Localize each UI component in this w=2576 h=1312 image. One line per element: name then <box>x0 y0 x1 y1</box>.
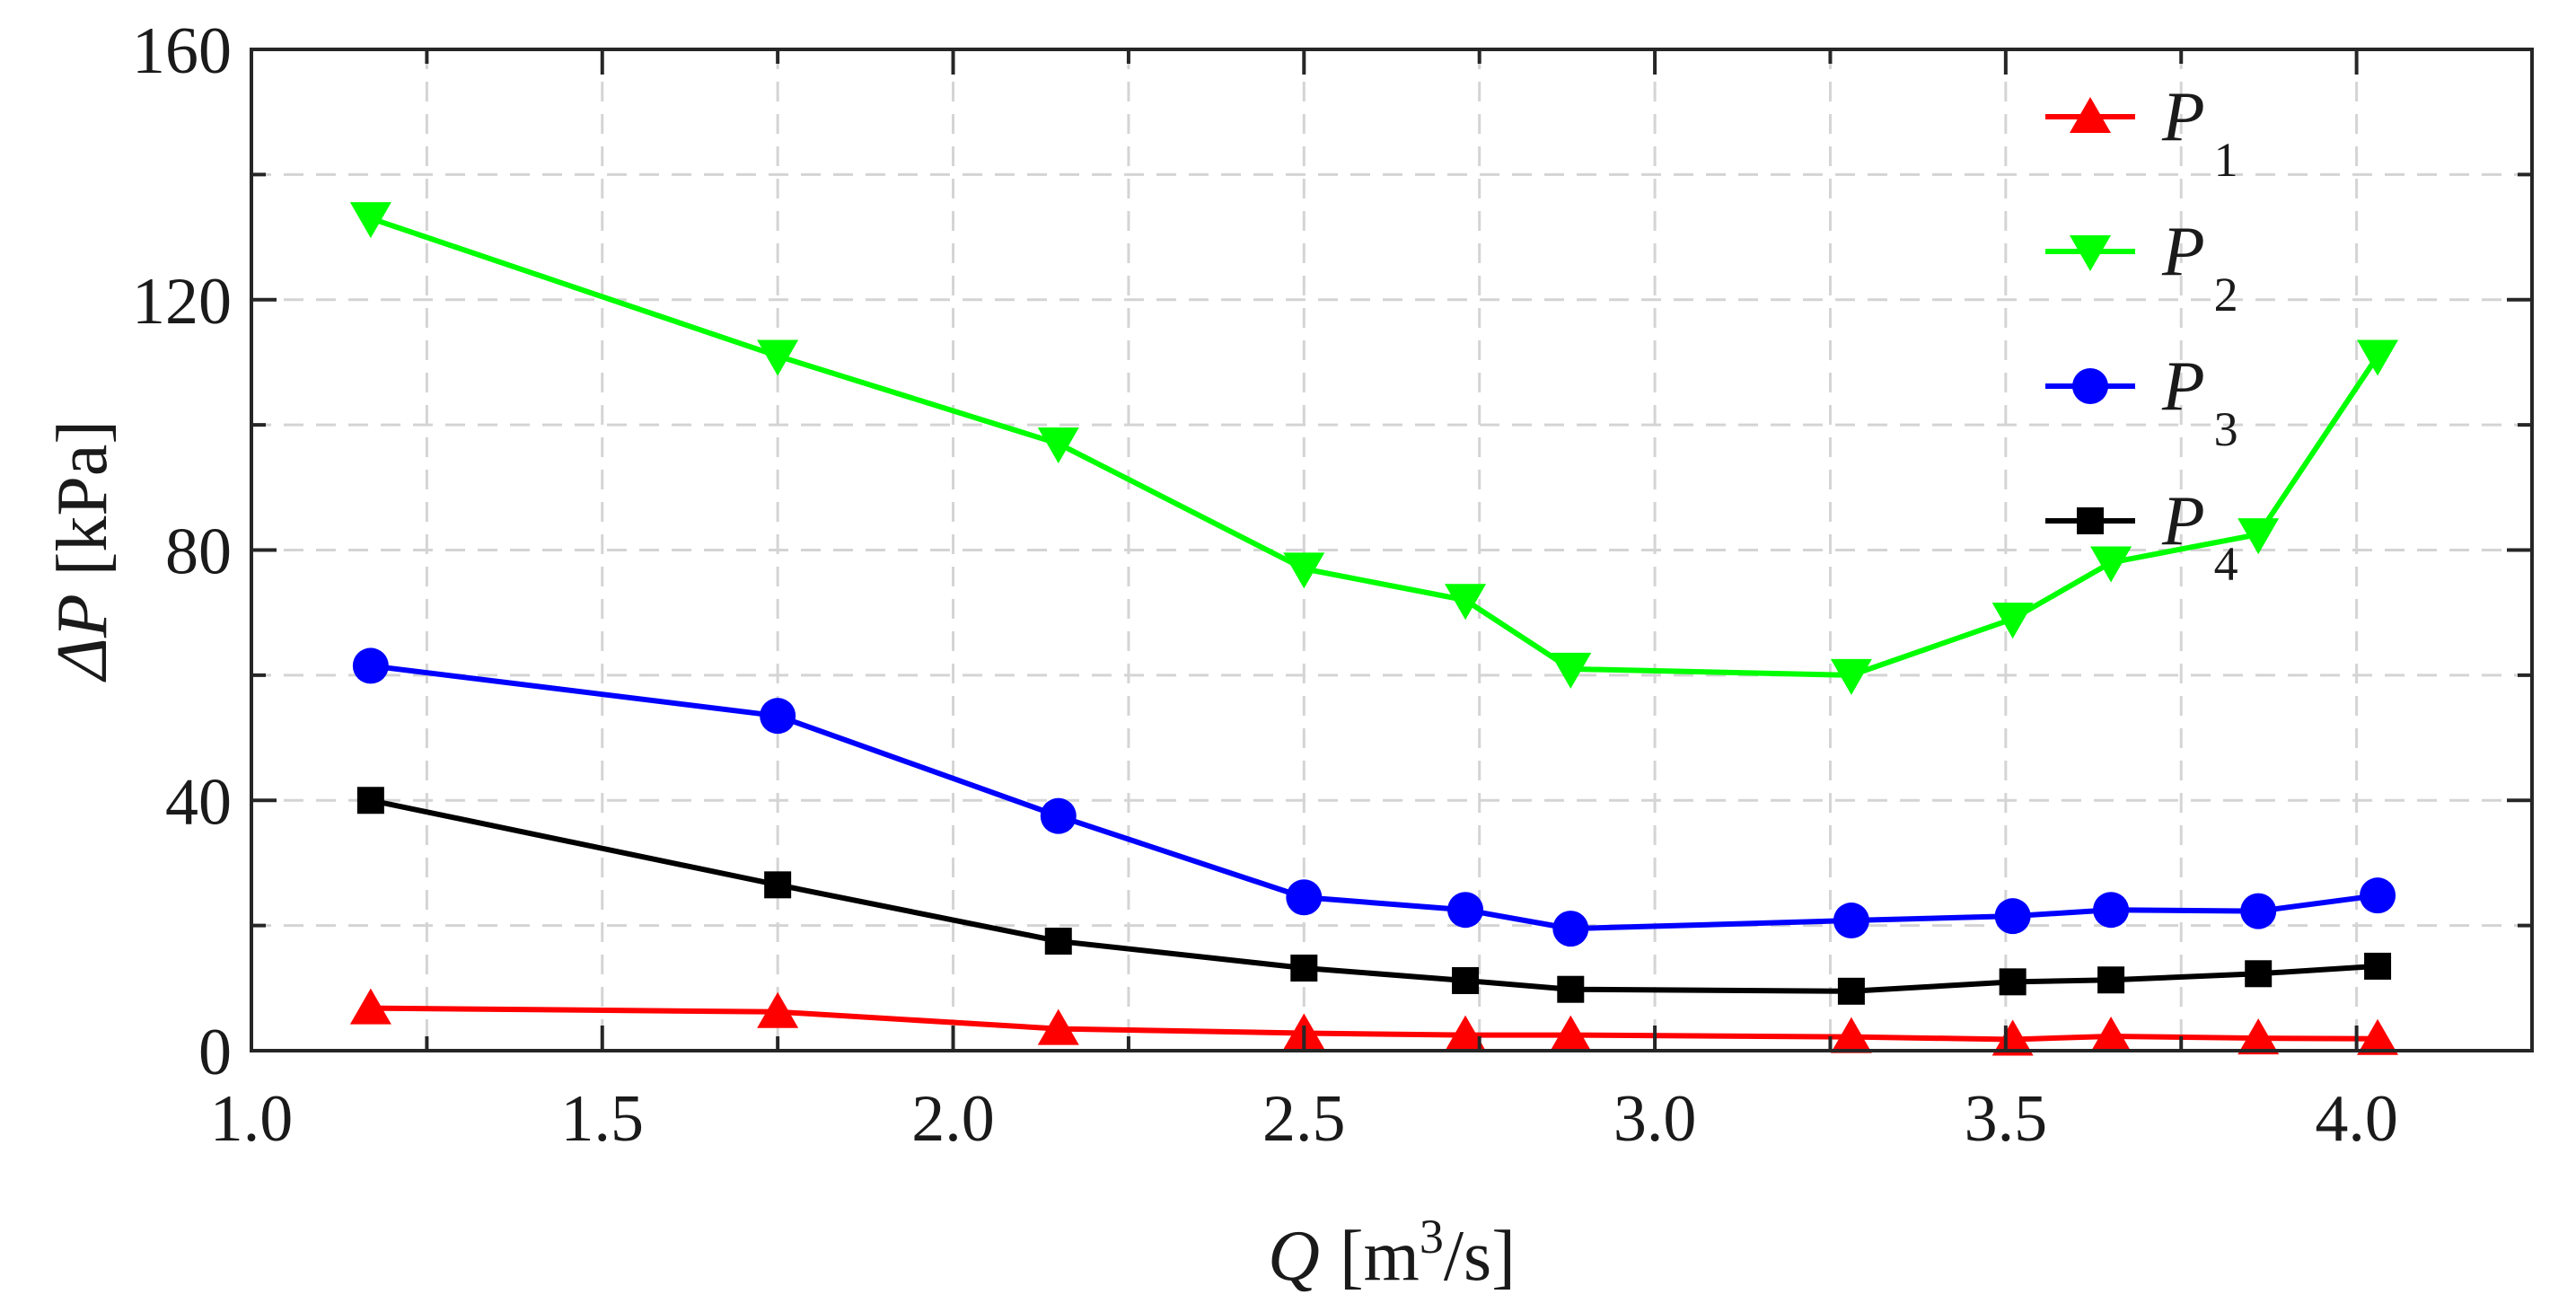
data-point <box>352 647 389 684</box>
x-tick-label: 1.0 <box>210 1082 294 1156</box>
x-axis-unit-suffix: /s] <box>1444 1217 1516 1296</box>
data-point <box>2357 339 2399 376</box>
data-point <box>1447 892 1484 929</box>
data-point <box>1452 966 1480 994</box>
x-axis-var: Q <box>1268 1217 1320 1296</box>
series-1 <box>349 988 2399 1056</box>
data-point <box>349 202 391 239</box>
data-point <box>2245 960 2273 988</box>
series-4 <box>356 787 2392 1005</box>
y-tick-label: 40 <box>165 765 232 839</box>
data-point <box>1837 977 1865 1005</box>
data-point <box>1830 658 1872 695</box>
data-point <box>1445 1015 1487 1052</box>
legend-item-4: P4 <box>2045 481 2238 591</box>
legend-label: P4 <box>2161 481 2238 591</box>
data-point <box>1552 911 1589 947</box>
data-point <box>2097 966 2125 994</box>
x-axis-title: Q [m3/s] <box>1268 1210 1516 1296</box>
legend-marker <box>2070 235 2111 271</box>
data-point <box>1044 928 1072 955</box>
legend-label-sub: 2 <box>2214 268 2238 321</box>
data-point <box>1991 1019 2034 1056</box>
y-axis-unit: [kPa] <box>43 420 122 576</box>
data-point <box>764 871 792 899</box>
x-tick-label: 3.0 <box>1613 1082 1697 1156</box>
legend-marker <box>2077 507 2104 534</box>
data-point <box>2357 1018 2399 1055</box>
data-point <box>2240 893 2277 929</box>
legend-item-3: P3 <box>2045 347 2238 456</box>
y-tick-label: 0 <box>198 1016 232 1089</box>
y-tick-label: 160 <box>132 14 232 88</box>
series-2 <box>349 202 2399 695</box>
legend-marker <box>2070 97 2111 133</box>
legend-label: P1 <box>2161 77 2238 187</box>
data-point <box>1999 968 2027 996</box>
data-point <box>757 339 799 376</box>
data-point <box>356 787 384 814</box>
data-point <box>760 698 796 735</box>
legend-marker <box>2072 368 2108 404</box>
x-tick-label: 1.5 <box>561 1082 645 1156</box>
data-point <box>757 991 799 1028</box>
legend-label-sub: 3 <box>2214 402 2238 456</box>
legend-label-main: P <box>2161 481 2205 559</box>
data-point <box>1550 1015 1592 1052</box>
data-point <box>2093 892 2130 929</box>
data-point <box>2238 518 2280 555</box>
data-point <box>1994 898 2031 935</box>
y-axis-var: ΔP <box>43 594 122 682</box>
data-point <box>1037 1008 1079 1045</box>
series-3 <box>352 647 2396 947</box>
x-axis-unit-prefix: [m <box>1340 1217 1420 1296</box>
x-tick-label: 2.0 <box>911 1082 995 1156</box>
data-point <box>1833 903 1869 939</box>
data-point <box>1037 427 1079 464</box>
data-point <box>1290 955 1318 982</box>
legend-item-1: P1 <box>2045 77 2238 187</box>
y-axis-title: ΔP [kPa] <box>43 420 122 682</box>
legend-label: P2 <box>2161 212 2238 321</box>
legend-label: P3 <box>2161 347 2238 456</box>
data-point <box>1557 975 1585 1003</box>
data-point <box>2238 1018 2280 1055</box>
x-axis-unit-sup: 3 <box>1420 1210 1444 1264</box>
data-point <box>1040 797 1077 834</box>
tick-labels: 1.0 1.5 2.0 2.5 3.0 3.5 4.0 0 40 80 120 160 <box>132 14 2398 1156</box>
series-group <box>349 202 2399 1056</box>
x-tick-label: 2.5 <box>1262 1082 1346 1156</box>
legend-label-main: P <box>2161 347 2205 425</box>
data-point <box>1830 1017 1872 1053</box>
legend-label-sub: 1 <box>2214 133 2238 187</box>
legend-label-main: P <box>2161 212 2205 290</box>
data-point <box>2090 1016 2132 1052</box>
data-point <box>1550 652 1592 689</box>
data-point <box>2360 877 2396 914</box>
data-point <box>1445 584 1487 621</box>
data-point <box>2090 546 2132 583</box>
ticks <box>250 48 2532 1052</box>
data-point <box>349 988 391 1025</box>
data-point <box>1991 603 2034 639</box>
y-tick-label: 80 <box>165 515 232 589</box>
legend-label-main: P <box>2161 77 2205 155</box>
x-tick-label: 3.5 <box>1965 1082 2048 1156</box>
legend-label-sub: 4 <box>2214 537 2238 591</box>
data-point <box>2364 952 2392 980</box>
legend-item-2: P2 <box>2045 212 2238 321</box>
data-point <box>1286 879 1323 916</box>
x-tick-label: 4.0 <box>2315 1082 2398 1156</box>
y-tick-label: 120 <box>132 265 232 339</box>
data-point <box>1283 552 1325 589</box>
